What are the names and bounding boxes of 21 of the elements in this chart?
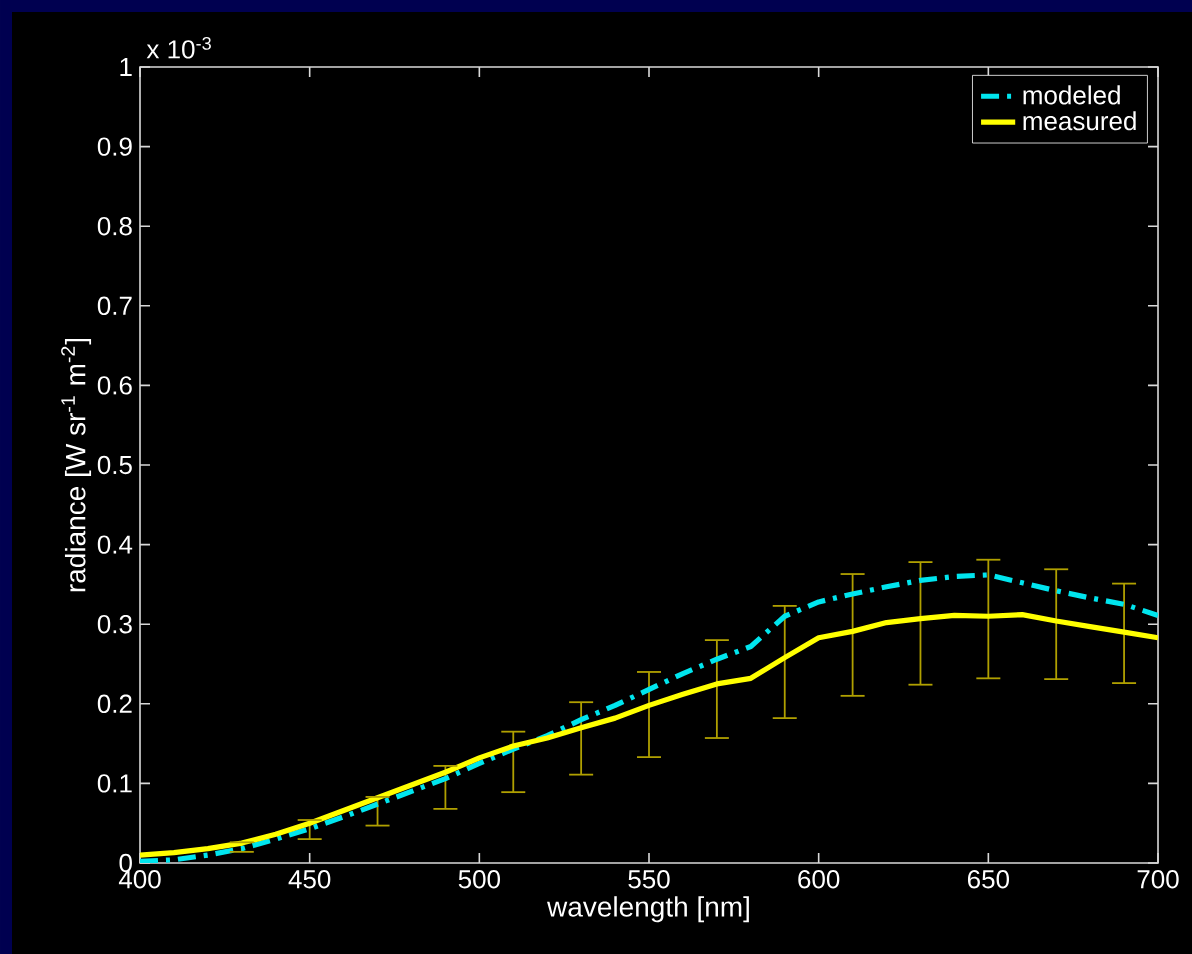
y-tick-label: 0.3 [97,614,132,634]
legend-label: measured [1023,111,1136,131]
y-axis-title: radiance [W sr$^{-1}$ m$^{-2}$] [61,338,92,592]
y-tick-label: 0.5 [97,455,132,475]
y-tick-label: 0.1 [97,774,132,793]
x-tick-label: 450 [288,870,331,889]
y-tick-label: 0.9 [97,137,132,156]
x-tick-label: 500 [458,870,501,889]
y-tick-label: 0.7 [97,296,132,315]
x-tick-label: 650 [967,870,1010,889]
y-tick-label: 0.4 [97,535,133,554]
x-tick-label: 600 [798,870,840,889]
x-axis-title: wavelength [nm] [547,896,749,923]
legend-label: modeled [1023,85,1120,105]
y-tick-label: 0.6 [97,376,132,395]
text: x 10$^{-3}$ [146,36,211,59]
y-tick-label: 1 [120,58,132,76]
y-tick-label: 0.2 [97,694,132,713]
x-tick-label: 700 [1137,870,1179,889]
y-tick-label: 0.8 [97,216,132,236]
x-tick-label: 550 [628,870,670,889]
